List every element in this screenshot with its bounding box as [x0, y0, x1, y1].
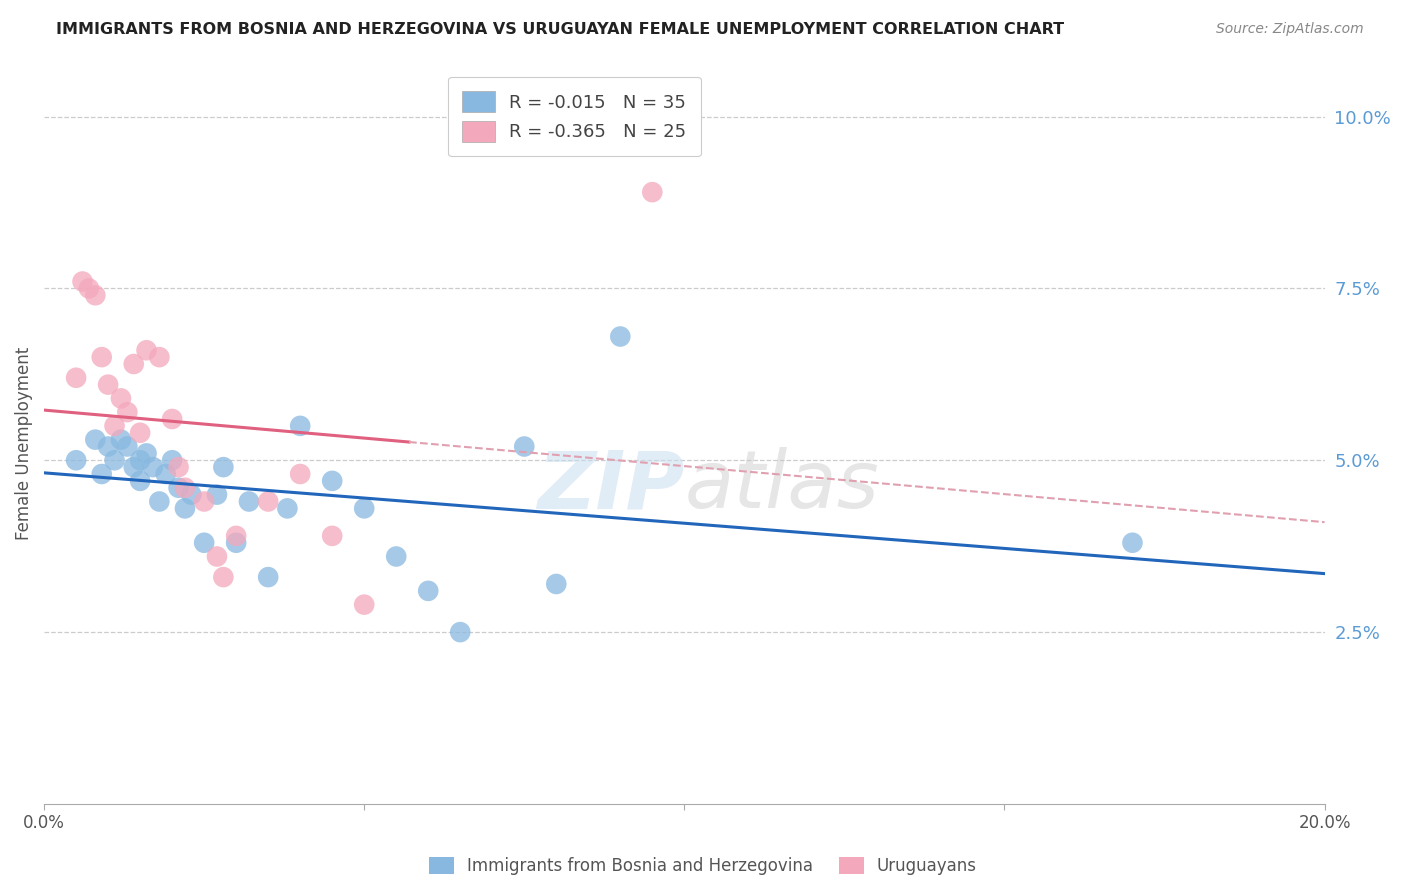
Point	[257, 570, 280, 584]
Point	[148, 494, 170, 508]
Legend: Immigrants from Bosnia and Herzegovina, Uruguayans: Immigrants from Bosnia and Herzegovina, …	[420, 849, 986, 884]
Point	[193, 494, 215, 508]
Point	[321, 474, 343, 488]
Legend: R = -0.015   N = 35, R = -0.365   N = 25: R = -0.015 N = 35, R = -0.365 N = 25	[449, 77, 702, 156]
Point	[225, 535, 247, 549]
Point	[135, 446, 157, 460]
Point	[513, 440, 536, 454]
Point	[193, 535, 215, 549]
Point	[142, 460, 165, 475]
Point	[84, 433, 107, 447]
Point	[290, 418, 312, 433]
Point	[1121, 535, 1143, 549]
Point	[353, 598, 375, 612]
Point	[97, 377, 120, 392]
Point	[84, 288, 107, 302]
Point	[65, 370, 87, 384]
Text: IMMIGRANTS FROM BOSNIA AND HERZEGOVINA VS URUGUAYAN FEMALE UNEMPLOYMENT CORRELAT: IMMIGRANTS FROM BOSNIA AND HERZEGOVINA V…	[56, 22, 1064, 37]
Point	[90, 467, 112, 481]
Point	[167, 481, 190, 495]
Point	[290, 467, 312, 481]
Text: Source: ZipAtlas.com: Source: ZipAtlas.com	[1216, 22, 1364, 37]
Point	[77, 281, 100, 295]
Point	[160, 412, 183, 426]
Point	[148, 350, 170, 364]
Point	[385, 549, 408, 564]
Point	[129, 474, 152, 488]
Point	[117, 405, 139, 419]
Point	[117, 440, 139, 454]
Point	[174, 481, 197, 495]
Point	[103, 418, 125, 433]
Point	[72, 275, 94, 289]
Point	[238, 494, 260, 508]
Point	[641, 185, 664, 199]
Point	[65, 453, 87, 467]
Point	[353, 501, 375, 516]
Point	[110, 392, 132, 406]
Point	[449, 625, 471, 640]
Point	[160, 453, 183, 467]
Point	[135, 343, 157, 358]
Text: ZIP: ZIP	[537, 448, 685, 525]
Point	[609, 329, 631, 343]
Point	[257, 494, 280, 508]
Point	[418, 583, 440, 598]
Point	[167, 460, 190, 475]
Point	[174, 501, 197, 516]
Point	[225, 529, 247, 543]
Point	[90, 350, 112, 364]
Point	[155, 467, 177, 481]
Point	[129, 425, 152, 440]
Point	[205, 549, 228, 564]
Point	[276, 501, 298, 516]
Point	[205, 488, 228, 502]
Text: atlas: atlas	[685, 448, 879, 525]
Point	[321, 529, 343, 543]
Point	[129, 453, 152, 467]
Y-axis label: Female Unemployment: Female Unemployment	[15, 346, 32, 540]
Point	[180, 488, 202, 502]
Point	[212, 460, 235, 475]
Point	[122, 357, 145, 371]
Point	[122, 460, 145, 475]
Point	[97, 440, 120, 454]
Point	[110, 433, 132, 447]
Point	[103, 453, 125, 467]
Point	[212, 570, 235, 584]
Point	[546, 577, 568, 591]
